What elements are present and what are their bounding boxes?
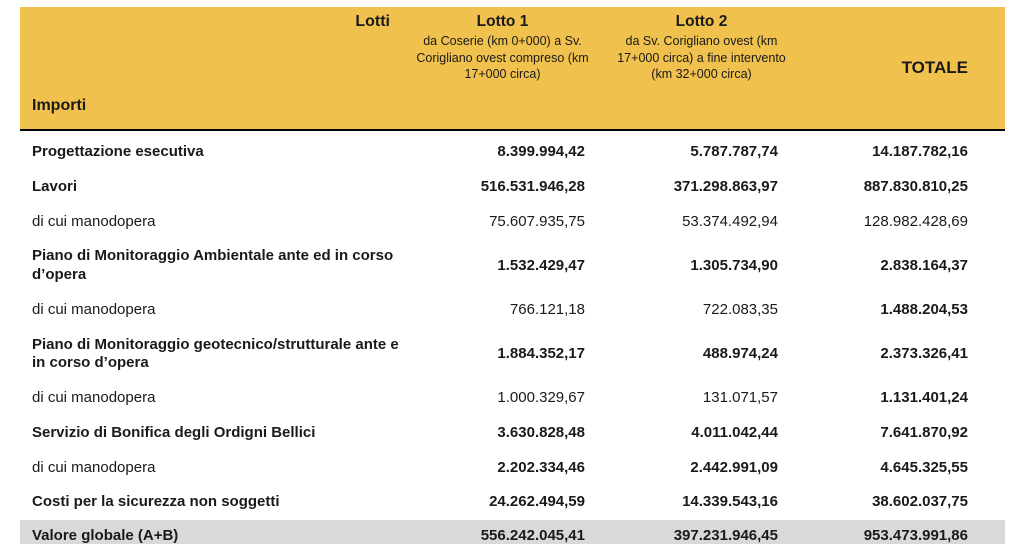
table-row: di cui manodopera 75.607.935,75 53.374.4…	[20, 205, 1005, 240]
total-row: Valore globale (A+B) 556.242.045,41 397.…	[20, 520, 1005, 544]
table-row: di cui manodopera 2.202.334,46 2.442.991…	[20, 451, 1005, 486]
value-totale: 1.488.204,53	[880, 300, 968, 318]
header-cell-lotto2: Lotto 2 da Sv. Corigliano ovest (km 17+0…	[605, 7, 798, 131]
header-cell-importi: Lotti Importi	[20, 7, 400, 131]
value-lotto1: 75.607.935,75	[489, 212, 585, 230]
value-lotto1: 3.630.828,48	[497, 423, 585, 441]
value-totale: 953.473.991,86	[798, 520, 1005, 544]
importi-table: Lotti Importi Lotto 1 da Coserie (km 0+0…	[20, 7, 1005, 544]
value-lotto1: 24.262.494,59	[489, 493, 585, 511]
value-lotto1: 516.531.946,28	[480, 177, 585, 195]
value-totale: 4.645.325,55	[880, 458, 968, 476]
value-lotto2: 5.787.787,74	[690, 143, 778, 160]
table-row: Lavori 516.531.946,28 371.298.863,97 887…	[20, 170, 1005, 205]
row-label: Lavori	[32, 177, 78, 195]
value-lotto1: 8.399.994,42	[497, 143, 585, 160]
value-totale: 7.641.870,92	[880, 423, 968, 441]
table-row: Costi per la sicurezza non soggetti 24.2…	[20, 485, 1005, 520]
table-row: di cui manodopera 766.121,18 722.083,35 …	[20, 293, 1005, 328]
lotto1-subtitle: da Coserie (km 0+000) a Sv. Corigliano o…	[416, 34, 589, 81]
value-lotto2: 397.231.946,45	[605, 520, 798, 544]
value-lotto2: 14.339.543,16	[682, 493, 778, 511]
value-lotto2: 722.083,35	[702, 300, 778, 318]
lotto1-title: Lotto 1	[476, 13, 529, 30]
table-body: Progettazione esecutiva 8.399.994,42 5.7…	[20, 130, 1005, 544]
row-label: Piano di Monitoraggio geotecnico/struttu…	[32, 335, 399, 372]
importi-label: Importi	[32, 97, 87, 114]
value-totale: 887.830.810,25	[863, 177, 968, 195]
table-row: Piano di Monitoraggio Ambientale ante ed…	[20, 239, 1005, 293]
table-row: Piano di Monitoraggio geotecnico/struttu…	[20, 328, 1005, 382]
value-lotto1: 766.121,18	[509, 300, 585, 318]
value-lotto2: 1.305.734,90	[690, 256, 778, 274]
value-lotto2: 2.442.991,09	[690, 458, 778, 476]
value-lotto2: 53.374.492,94	[682, 212, 778, 230]
row-label: Piano di Monitoraggio Ambientale ante ed…	[32, 247, 394, 283]
table-header: Lotti Importi Lotto 1 da Coserie (km 0+0…	[20, 7, 1005, 131]
value-totale: 128.982.428,69	[863, 212, 968, 230]
row-label: di cui manodopera	[32, 212, 156, 230]
value-lotto2: 4.011.042,44	[691, 423, 778, 441]
value-totale: 14.187.782,16	[872, 143, 968, 160]
value-lotto1: 1.884.352,17	[497, 344, 585, 362]
row-label: Costi per la sicurezza non soggetti	[32, 493, 280, 511]
value-lotto2: 131.071,57	[702, 389, 778, 406]
table-row: di cui manodopera 1.000.329,67 131.071,5…	[20, 381, 1005, 416]
lotto2-title: Lotto 2	[675, 13, 728, 30]
row-label: di cui manodopera	[32, 300, 156, 318]
value-totale: 1.131.401,24	[880, 389, 968, 406]
value-lotto1: 556.242.045,41	[400, 520, 605, 544]
table-row: Servizio di Bonifica degli Ordigni Belli…	[20, 416, 1005, 451]
header-cell-totale: TOTALE	[798, 7, 1005, 131]
row-label: Servizio di Bonifica degli Ordigni Belli…	[32, 423, 316, 441]
value-totale: 2.838.164,37	[880, 256, 968, 274]
totale-title: TOTALE	[901, 58, 968, 77]
value-totale: 2.373.326,41	[880, 344, 968, 362]
value-lotto2: 488.974,24	[702, 344, 778, 362]
lotti-label: Lotti	[355, 13, 390, 30]
value-totale: 38.602.037,75	[872, 493, 968, 511]
value-lotto2: 371.298.863,97	[673, 177, 778, 195]
value-lotto1: 1.532.429,47	[497, 256, 585, 274]
header-cell-lotto1: Lotto 1 da Coserie (km 0+000) a Sv. Cori…	[400, 7, 605, 131]
row-label: di cui manodopera	[32, 458, 156, 476]
row-label: Progettazione esecutiva	[32, 143, 204, 160]
table-row: Progettazione esecutiva 8.399.994,42 5.7…	[20, 130, 1005, 170]
lotto2-subtitle: da Sv. Corigliano ovest (km 17+000 circa…	[617, 34, 786, 81]
value-lotto1: 2.202.334,46	[497, 458, 585, 476]
row-label: di cui manodopera	[32, 389, 156, 406]
value-lotto1: 1.000.329,67	[497, 389, 585, 406]
row-label: Valore globale (A+B)	[20, 520, 400, 544]
